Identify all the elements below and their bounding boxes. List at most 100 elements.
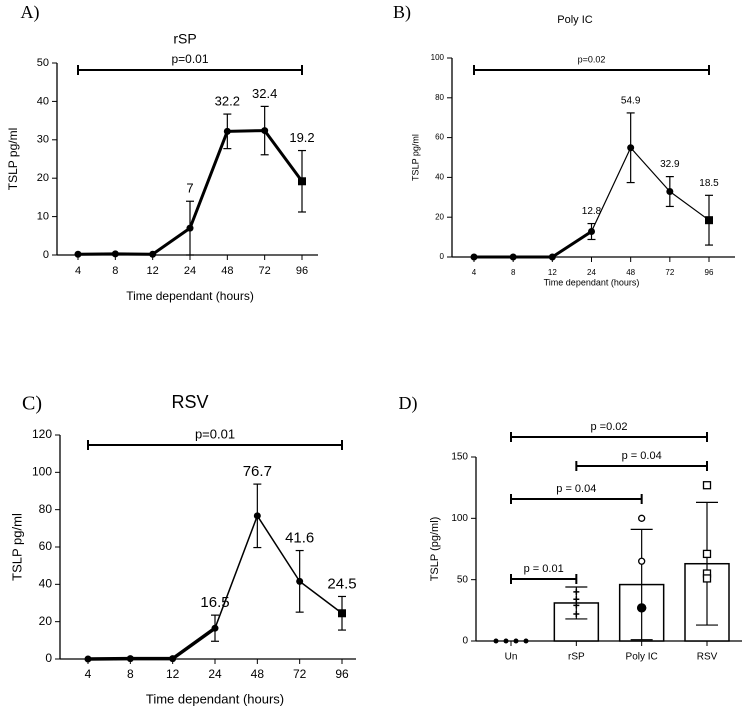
x-tick-label: 4 — [75, 265, 81, 277]
line-segment — [188, 129, 229, 230]
marker — [705, 216, 713, 225]
data-point — [702, 574, 712, 583]
y-tick-label: 0 — [45, 651, 52, 665]
value-label: 32.9 — [660, 159, 680, 170]
value-label: 41.6 — [285, 530, 314, 547]
chart-title: RSV — [171, 392, 208, 412]
y-tick-label: 80 — [39, 502, 53, 516]
data-point — [573, 596, 580, 603]
x-tick-label: 4 — [472, 268, 477, 277]
x-tick-label: 8 — [127, 667, 134, 681]
data-point — [573, 602, 580, 609]
line-segment — [263, 129, 304, 183]
x-tick-label: 24 — [208, 667, 222, 681]
y-tick-label: 100 — [32, 465, 52, 479]
data-point — [503, 638, 509, 644]
y-tick-label: 0 — [43, 249, 49, 261]
x-tick-label: 72 — [259, 265, 271, 277]
marker — [74, 250, 82, 258]
y-tick-label: 100 — [431, 53, 445, 62]
data-point — [638, 557, 646, 565]
x-tick-label: 48 — [221, 265, 233, 277]
y-tick-label: 60 — [39, 539, 53, 553]
y-tick-label: 80 — [435, 93, 444, 102]
x-axis-label: Time dependant (hours) — [544, 277, 640, 287]
y-tick-label: 40 — [37, 95, 49, 107]
p-value: p=0.01 — [171, 52, 208, 66]
x-tick-label: 24 — [587, 268, 596, 277]
chart-title: Poly IC — [557, 14, 593, 26]
line-segment — [170, 626, 217, 661]
marker — [470, 253, 478, 261]
x-tick-label: 96 — [296, 265, 308, 277]
value-label: 32.4 — [252, 86, 277, 101]
marker — [126, 655, 134, 663]
significance-bracket — [575, 461, 708, 471]
data-point — [573, 611, 580, 618]
marker — [588, 228, 595, 236]
y-tick-label: 20 — [435, 212, 444, 221]
y-tick-label: 150 — [451, 452, 468, 463]
significance-bracket — [473, 65, 710, 75]
marker — [84, 655, 92, 663]
x-tick-label: Poly IC — [626, 652, 658, 663]
y-axis-label: TSLP pg/ml — [6, 128, 20, 190]
marker — [296, 577, 304, 585]
x-tick-label: 8 — [112, 265, 118, 277]
panel-label: B) — [393, 2, 411, 23]
y-tick-label: 30 — [37, 134, 49, 146]
line-segment — [256, 515, 301, 583]
marker — [111, 250, 119, 258]
line-segment — [151, 226, 192, 256]
error-bar — [630, 528, 653, 641]
significance-bracket — [510, 574, 578, 584]
y-tick-label: 100 — [451, 513, 468, 524]
significance-bracket — [77, 65, 303, 75]
marker — [627, 144, 635, 152]
data-point — [702, 549, 712, 559]
line-segment — [590, 147, 632, 233]
p-value: p=0.01 — [195, 426, 235, 441]
line-segment — [630, 147, 671, 193]
data-point — [702, 481, 712, 490]
y-tick-label: 50 — [37, 57, 49, 69]
y-tick-label: 10 — [37, 211, 49, 223]
p-value: p =0.02 — [590, 421, 627, 433]
y-axis-label: TSLP pg/ml — [9, 513, 24, 581]
x-tick-label: 72 — [293, 667, 307, 681]
x-tick-label: 4 — [85, 667, 92, 681]
marker — [211, 624, 219, 632]
y-tick-label: 0 — [440, 252, 445, 261]
line-segment — [550, 230, 593, 259]
x-tick-label: RSV — [697, 652, 718, 663]
data-point — [637, 603, 647, 613]
value-label: 24.5 — [327, 575, 356, 592]
x-axis-label: Time dependant (hours) — [126, 289, 254, 303]
y-tick-label: 40 — [435, 173, 444, 182]
y-tick-label: 20 — [39, 614, 53, 628]
significance-bracket — [87, 440, 343, 450]
line-segment — [214, 515, 259, 629]
value-label: 7 — [186, 181, 193, 196]
marker — [298, 177, 306, 186]
x-tick-label: rSP — [568, 652, 585, 663]
y-tick-label: 0 — [462, 636, 468, 647]
significance-bracket — [510, 432, 708, 442]
x-tick-label: Un — [505, 652, 518, 663]
line-segment — [298, 580, 343, 615]
y-axis-label: TSLP pg/ml — [410, 134, 420, 181]
p-value: p = 0.04 — [622, 450, 662, 462]
data-point — [493, 638, 499, 644]
x-tick-label: 96 — [335, 667, 349, 681]
x-tick-label: 12 — [548, 268, 557, 277]
y-tick-label: 120 — [32, 427, 52, 441]
p-value: p=0.02 — [578, 54, 606, 64]
line-segment — [225, 129, 267, 133]
x-tick-label: 96 — [705, 268, 714, 277]
y-tick-label: 40 — [39, 577, 53, 591]
marker — [149, 250, 157, 258]
y-axis-label: TSLP (pg/ml) — [429, 517, 441, 582]
line-segment — [669, 190, 710, 221]
chart-title: rSP — [173, 31, 196, 47]
